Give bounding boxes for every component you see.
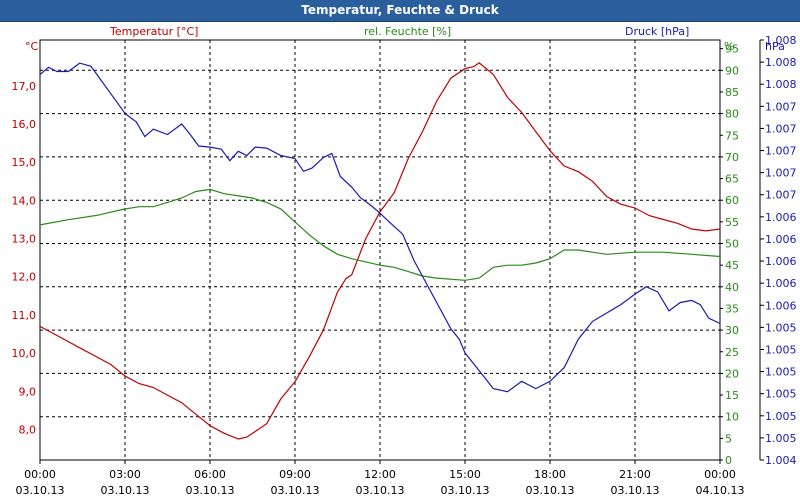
pressure-tick-label: 1.007	[765, 167, 797, 180]
humidity-tick-label: 90	[725, 64, 739, 77]
pressure-tick-label: 1.006	[765, 211, 797, 224]
humidity-tick-label: 60	[725, 194, 739, 207]
humidity-tick-label: 95	[725, 43, 739, 56]
pressure-tick-label: 1.007	[765, 189, 797, 202]
humidity-tick-label: 40	[725, 281, 739, 294]
humidity-tick-label: 70	[725, 151, 739, 164]
pressure-tick-label: 1.008	[765, 34, 797, 47]
humidity-tick-label: 35	[725, 302, 739, 315]
x-tick-date-label: 04.10.13	[696, 484, 745, 497]
axis-labels: °C Temperatur [°C] rel. Feuchte [%]% Druck …	[25, 25, 785, 53]
pressure-tick-label: 1.007	[765, 145, 797, 158]
humidity-tick-label: 65	[725, 173, 739, 186]
pressure-tick-label: 1.008	[765, 56, 797, 69]
humidity-axis-label: rel. Feuchte [%]	[364, 25, 451, 38]
pressure-axis-ticks: 1.004 1.005 1.005 1.005 1.005 1.005 1.005 1.006…	[759, 34, 797, 467]
title-bar: Temperatur, Feuchte & Druck	[0, 0, 800, 22]
pressure-axis-label: Druck [hPa]	[625, 25, 689, 38]
x-tick-date-label: 03.10.13	[16, 484, 65, 497]
temperature-tick-label: 8,0	[19, 423, 37, 436]
pressure-tick-label: 1.005	[765, 343, 797, 356]
series-lines	[39, 62, 721, 440]
x-tick-time-label: 12:00	[364, 468, 396, 481]
pressure-tick-label: 1.005	[765, 388, 797, 401]
x-tick-date-label: 03.10.13	[611, 484, 660, 497]
humidity-tick-label: 45	[725, 259, 739, 272]
humidity-tick-label: 30	[725, 324, 739, 337]
temperature-tick-label: 10,0	[12, 347, 37, 360]
x-tick-time-label: 03:00	[109, 468, 141, 481]
temperature-axis-label: Temperatur [°C]	[109, 25, 198, 38]
humidity-tick-label: 10	[725, 411, 739, 424]
humidity-tick-label: 80	[725, 108, 739, 121]
pressure-unit-label: hPa	[765, 40, 785, 53]
x-tick-date-label: 03.10.13	[101, 484, 150, 497]
pressure-tick-label: 1.005	[765, 366, 797, 379]
temperature-tick-label: 16,0	[12, 118, 37, 131]
pressure-tick-label: 1.006	[765, 299, 797, 312]
pressure-tick-label: 1.007	[765, 122, 797, 135]
chart-title: Temperatur, Feuchte & Druck	[301, 3, 499, 17]
x-tick-date-label: 03.10.13	[356, 484, 405, 497]
pressure-tick-label: 1.004	[765, 454, 797, 467]
pressure-tick-label: 1.008	[765, 78, 797, 91]
humidity-tick-label: 20	[725, 367, 739, 380]
humidity-tick-label: 85	[725, 86, 739, 99]
temperature-tick-label: 12,0	[12, 271, 37, 284]
pressure-tick-label: 1.005	[765, 410, 797, 423]
x-tick-date-label: 03.10.13	[186, 484, 235, 497]
humidity-tick-label: 25	[725, 346, 739, 359]
humidity-unit-label: %	[724, 40, 734, 53]
humidity-tick-label: 5	[725, 432, 732, 445]
pressure-tick-label: 1.006	[765, 233, 797, 246]
temperature-tick-label: 14,0	[12, 194, 37, 207]
x-tick-time-label: 06:00	[194, 468, 226, 481]
grid-lines	[40, 40, 720, 460]
pressure-tick-label: 1.006	[765, 255, 797, 268]
x-tick-date-label: 03.10.13	[526, 484, 575, 497]
pressure-series-line	[39, 62, 721, 393]
x-tick-time-label: 21:00	[619, 468, 651, 481]
pressure-tick-label: 1.005	[765, 321, 797, 334]
temperature-unit-label: °C	[25, 40, 39, 53]
temperature-tick-label: 9,0	[19, 385, 37, 398]
temperature-tick-label: 11,0	[12, 309, 37, 322]
humidity-tick-label: 75	[725, 129, 739, 142]
humidity-series-line	[39, 188, 721, 281]
temperature-tick-label: 17,0	[12, 80, 37, 93]
humidity-tick-label: 50	[725, 238, 739, 251]
humidity-axis-ticks: 0 5 10 15 20 25 30 35 40 45 50 55 60 65 70 75 80 85 90 95	[720, 43, 739, 467]
humidity-tick-label: 15	[725, 389, 739, 402]
temperature-tick-label: 15,0	[12, 156, 37, 169]
x-tick-date-label: 03.10.13	[441, 484, 490, 497]
x-tick-time-label: 00:00	[704, 468, 736, 481]
humidity-tick-label: 0	[725, 454, 732, 467]
pressure-tick-label: 1.007	[765, 100, 797, 113]
pressure-tick-label: 1.006	[765, 277, 797, 290]
temperature-tick-label: 13,0	[12, 233, 37, 246]
x-tick-time-label: 00:00	[24, 468, 56, 481]
x-axis-ticks: 00:00 03.10.13 03:00 03.10.13 06:00 03.10.13 0…	[16, 460, 745, 497]
x-tick-time-label: 09:00	[279, 468, 311, 481]
x-tick-time-label: 15:00	[449, 468, 481, 481]
x-tick-date-label: 03.10.13	[271, 484, 320, 497]
x-tick-time-label: 18:00	[534, 468, 566, 481]
humidity-tick-label: 55	[725, 216, 739, 229]
temperature-axis-ticks: 8,0 9,0 10,0 11,0 12,0 13,0 14,0 15,0 16,0 17,0	[12, 80, 37, 437]
temperature-series-line	[39, 62, 721, 440]
pressure-tick-label: 1.005	[765, 432, 797, 445]
